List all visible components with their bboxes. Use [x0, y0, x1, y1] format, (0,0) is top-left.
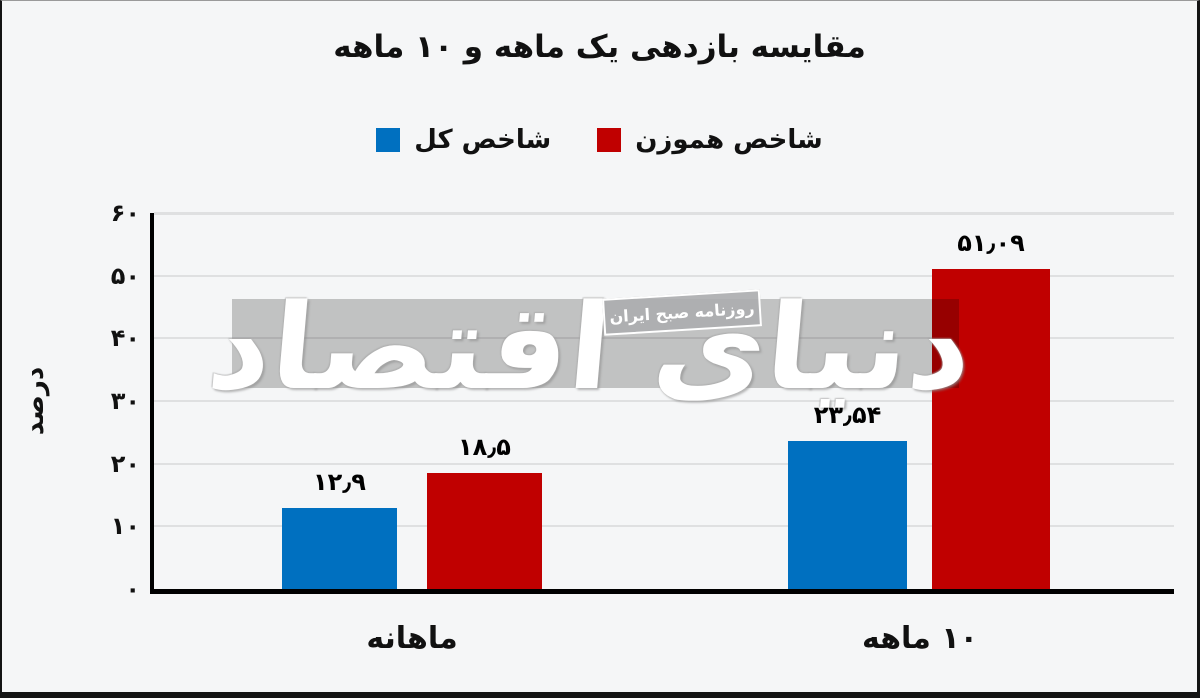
y-tick-label: ۲۰	[110, 449, 140, 478]
x-axis-labels: ماهانه ۱۰ ماهه	[2, 621, 1197, 667]
bar-total-index-cat0	[282, 508, 397, 589]
y-tick-label: ۴۰	[110, 324, 140, 353]
y-tick-label: ۱۰	[110, 512, 140, 541]
plot-area: ۱۲٫۹ ۱۸٫۵ ۲۳٫۵۴ ۵۱٫۰۹	[150, 212, 1174, 594]
bar-value-label-equal-weight-index-cat0: ۱۸٫۵	[458, 433, 511, 462]
legend: شاخص هموزن شاخص کل	[2, 125, 1197, 155]
y-axis-line	[150, 213, 154, 594]
gridline	[154, 400, 1174, 402]
chart-title: مقایسه بازدهی یک ماهه و ۱۰ ماهه	[333, 29, 866, 65]
gridline	[154, 525, 1174, 528]
bar-equal-weight-index-cat0	[427, 473, 542, 589]
y-axis-ticks: ۰ ۱۰ ۲۰ ۳۰ ۴۰ ۵۰ ۶۰	[42, 1, 140, 692]
x-category-label-1: ۱۰ ماهه	[862, 621, 978, 656]
gridline	[154, 213, 1174, 215]
legend-entry-equal-weight-index: شاخص هموزن	[597, 125, 823, 155]
legend-swatch-red	[597, 128, 622, 152]
gridline	[154, 212, 1174, 214]
y-tick-label: ۰	[125, 575, 140, 603]
y-tick-label: ۶۰	[110, 199, 140, 227]
y-tick-label: ۳۰	[110, 387, 140, 415]
x-category-label-0: ماهانه	[366, 621, 458, 656]
x-axis-line	[150, 589, 1174, 594]
legend-entry-total-index: شاخص کل	[376, 125, 551, 155]
gridline	[154, 274, 1174, 277]
legend-swatch-blue	[376, 128, 401, 152]
legend-label-total-index: شاخص کل	[414, 125, 552, 155]
watermark-band	[232, 299, 959, 388]
legend-label-equal-weight-index: شاخص هموزن	[635, 125, 823, 155]
bar-value-label-total-index-cat0: ۱۲٫۹	[313, 468, 366, 497]
bar-value-label-equal-weight-index-cat1: ۵۱٫۰۹	[957, 228, 1025, 257]
y-tick-label: ۵۰	[110, 261, 140, 290]
bar-value-label-total-index-cat1: ۲۳٫۵۴	[813, 401, 882, 430]
gridline	[154, 462, 1174, 465]
bar-total-index-cat1	[788, 441, 907, 589]
